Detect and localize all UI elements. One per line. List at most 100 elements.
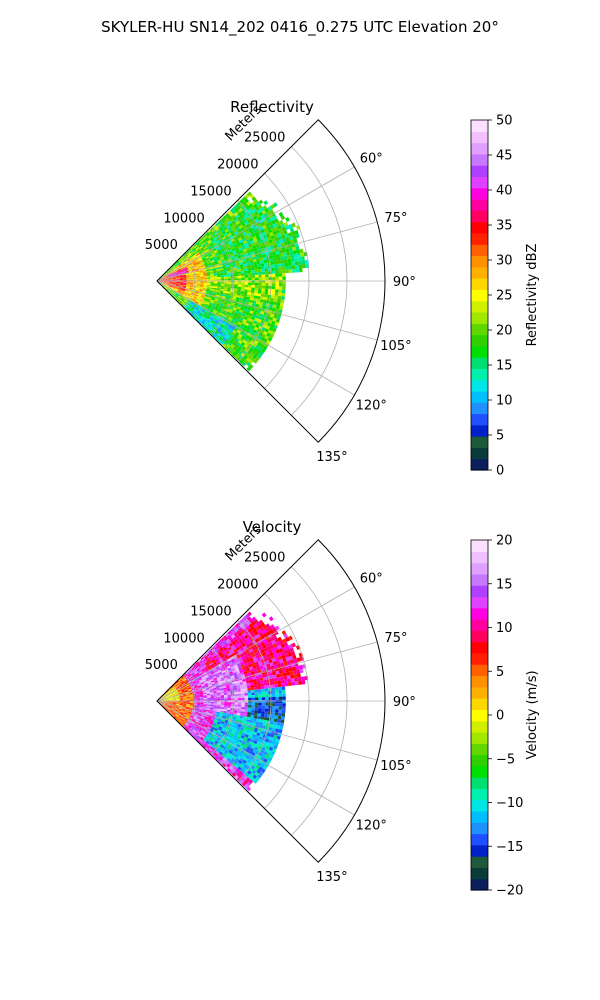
velocity-cell — [172, 703, 177, 705]
reflectivity-cell — [280, 256, 285, 261]
velocity-cell — [190, 727, 195, 731]
velocity-cell — [239, 623, 244, 628]
reflectivity-colorbar-tick-label: 45 — [496, 149, 513, 164]
velocity-cell — [232, 750, 237, 754]
velocity-cell — [290, 674, 295, 679]
reflectivity-cell — [261, 348, 266, 353]
velocity-cell — [203, 726, 208, 730]
velocity-cell — [240, 691, 245, 694]
velocity-cell — [281, 646, 287, 652]
velocity-cell — [181, 691, 186, 694]
velocity-cell — [241, 636, 246, 641]
reflectivity-cell — [270, 261, 275, 265]
velocity-cell — [237, 695, 242, 699]
reflectivity-cell — [230, 302, 235, 306]
reflectivity-cell — [251, 280, 255, 283]
velocity-cell — [232, 762, 237, 767]
reflectivity-cell — [162, 277, 166, 280]
velocity-cell — [178, 683, 182, 686]
velocity-cell — [257, 738, 262, 743]
velocity-cell — [264, 714, 268, 718]
reflectivity-cell — [210, 260, 215, 263]
reflectivity-cell — [283, 230, 288, 235]
velocity-cell — [221, 742, 226, 747]
reflectivity-cell — [194, 308, 198, 312]
velocity-cell — [257, 686, 262, 690]
velocity-cell — [206, 693, 211, 696]
reflectivity-cell — [264, 230, 270, 235]
velocity-cell — [225, 753, 230, 758]
reflectivity-cell — [260, 263, 265, 267]
reflectivity-cell — [217, 285, 221, 288]
velocity-cell — [179, 703, 184, 705]
reflectivity-cell — [165, 285, 169, 287]
reflectivity-cell — [201, 243, 206, 248]
velocity-cell — [188, 674, 192, 678]
velocity-cell — [265, 745, 271, 750]
velocity-cell — [271, 687, 276, 691]
reflectivity-cell — [183, 280, 187, 281]
reflectivity-cell — [229, 334, 234, 338]
velocity-cell — [193, 716, 197, 720]
velocity-cell — [168, 704, 173, 707]
velocity-cell — [204, 714, 209, 718]
reflectivity-cell — [200, 247, 204, 251]
reflectivity-cell — [175, 273, 179, 275]
reflectivity-cell — [241, 244, 245, 248]
reflectivity-cell — [228, 324, 233, 329]
velocity-cell — [243, 728, 248, 732]
reflectivity-cell — [202, 308, 206, 312]
velocity-cell — [249, 630, 255, 635]
velocity-cell — [243, 627, 248, 633]
reflectivity-cell — [238, 311, 243, 316]
reflectivity-cell — [259, 245, 264, 250]
velocity-cell — [271, 658, 276, 663]
velocity-cell — [162, 697, 166, 699]
velocity-cell — [263, 640, 269, 645]
reflectivity-cell — [189, 250, 194, 254]
reflectivity-cell — [232, 330, 237, 334]
velocity-cell — [237, 675, 242, 679]
velocity-cell — [237, 698, 242, 701]
velocity-cell — [214, 682, 219, 685]
reflectivity-cell — [171, 287, 175, 290]
reflectivity-cell — [209, 321, 214, 325]
velocity-cell — [220, 693, 224, 696]
reflectivity-cell — [266, 226, 272, 231]
reflectivity-cell — [199, 312, 204, 316]
reflectivity-cell — [219, 290, 224, 293]
reflectivity-cell — [176, 276, 180, 278]
reflectivity-cell — [182, 300, 187, 304]
velocity-cell — [283, 675, 288, 680]
velocity-cell — [166, 709, 170, 712]
velocity-cell — [236, 728, 240, 732]
velocity-cell — [287, 678, 292, 683]
reflectivity-cell — [223, 302, 228, 306]
velocity-cell — [278, 712, 282, 717]
velocity-cell — [180, 675, 184, 679]
reflectivity-cell — [179, 277, 184, 279]
reflectivity-cell — [259, 226, 264, 231]
velocity-cell — [169, 689, 173, 692]
reflectivity-cell — [162, 282, 166, 285]
velocity-cell — [196, 691, 200, 694]
reflectivity-cell — [234, 224, 239, 229]
reflectivity-cell — [193, 309, 198, 313]
reflectivity-cell — [196, 248, 201, 252]
velocity-cell — [183, 685, 187, 688]
velocity-cell — [229, 726, 234, 730]
reflectivity-cell — [234, 238, 239, 243]
reflectivity-cell — [192, 310, 197, 314]
reflectivity-cell — [228, 222, 234, 227]
velocity-cell — [162, 699, 167, 701]
reflectivity-cell — [269, 301, 274, 305]
velocity-cell — [195, 719, 200, 722]
velocity-cell — [188, 710, 193, 712]
reflectivity-cell — [212, 311, 217, 315]
reflectivity-cell — [251, 201, 256, 206]
velocity-cell — [169, 702, 173, 704]
velocity-cell — [224, 702, 228, 705]
velocity-colorbar-swatch — [471, 664, 488, 677]
velocity-cell — [183, 701, 187, 703]
velocity-cell — [209, 710, 214, 713]
